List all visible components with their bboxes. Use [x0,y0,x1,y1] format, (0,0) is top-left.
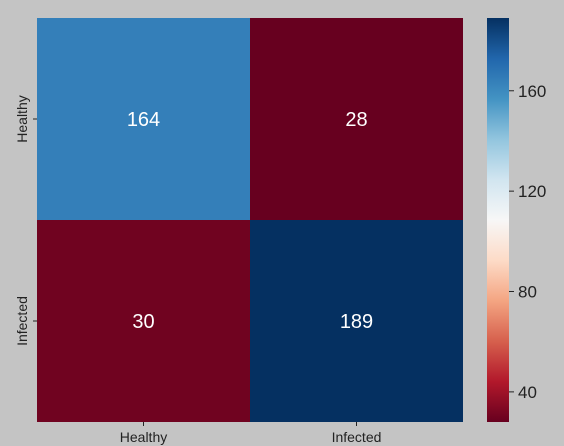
cell-value-r0-c1: 28 [345,109,367,131]
colorbar-tick-label: 80 [518,283,537,302]
colorbar: 40 80 120 160 [487,18,546,422]
colorbar-ticks: 40 80 120 160 [509,82,546,402]
cell-value-r1-c1: 189 [340,311,373,333]
colorbar-tick-label: 40 [518,383,537,402]
x-tick-label: Infected [332,429,382,445]
y-tick-label: Healthy [14,95,30,142]
heatmap-cell-r0-c0 [37,18,250,220]
x-axis: Healthy Infected [120,422,382,445]
heatmap-cell-r1-c1 [250,220,463,422]
cell-value-r1-c0: 30 [132,311,154,333]
colorbar-tick-label: 120 [518,182,546,201]
colorbar-tick-label: 160 [518,82,546,101]
cell-value-r0-c0: 164 [127,109,160,131]
y-axis: Healthy Infected [14,95,37,346]
colorbar-gradient [487,18,509,422]
heatmap-cell-r1-c0 [37,220,250,422]
y-tick-label: Infected [14,296,30,346]
heatmap-cell-labels: 164 28 30 189 [127,109,373,333]
heatmap-cells [37,18,463,422]
x-tick-label: Healthy [120,429,167,445]
heatmap-cell-r0-c1 [250,18,463,220]
